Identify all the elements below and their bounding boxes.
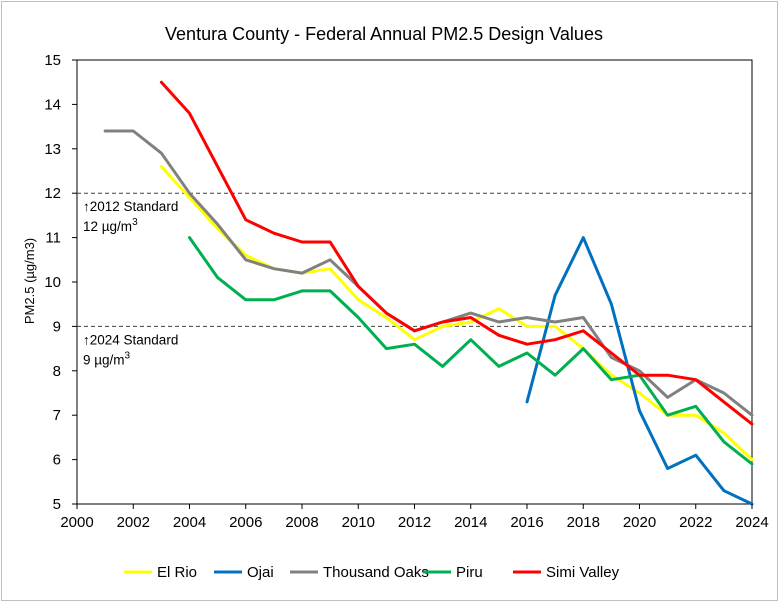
y-tick-label: 15 bbox=[44, 52, 61, 69]
legend-label: Ojai bbox=[247, 564, 274, 581]
series-layer bbox=[103, 80, 754, 506]
reference-label-12: ↑2012 Standard bbox=[83, 199, 178, 214]
x-tick-label: 2022 bbox=[679, 514, 712, 531]
y-tick-label: 11 bbox=[45, 230, 61, 247]
x-tick-label: 2012 bbox=[398, 514, 431, 531]
y-tick-label: 8 bbox=[53, 363, 61, 380]
series-line-thousand-oaks bbox=[103, 129, 754, 417]
plot-border bbox=[76, 59, 753, 505]
y-tick-label: 12 bbox=[44, 185, 61, 202]
legend: El Rio Ojai Thousand Oaks Piru Simi Valley bbox=[124, 564, 620, 581]
legend-item-simi-valley: Simi Valley bbox=[513, 564, 620, 581]
series-line-ojai bbox=[525, 236, 754, 506]
x-tick-label: 2010 bbox=[342, 514, 375, 531]
reference-unit-12: 12 µg/m3 bbox=[83, 217, 138, 234]
y-tick-label: 13 bbox=[44, 141, 61, 158]
y-tick-label: 10 bbox=[44, 274, 61, 291]
x-tick-label: 2020 bbox=[623, 514, 656, 531]
y-tick-label: 14 bbox=[44, 96, 61, 113]
legend-label: Piru bbox=[456, 564, 483, 581]
axes: 5 6 7 8 9 10 11 12 13 14 15 2000 2002 2004 2006 2008 201… bbox=[44, 52, 768, 531]
y-tick-label: 5 bbox=[53, 496, 61, 513]
x-tick-label: 2008 bbox=[285, 514, 318, 531]
x-tick-label: 2006 bbox=[229, 514, 262, 531]
x-tick-label: 2002 bbox=[117, 514, 150, 531]
y-axis-label: PM2.5 (µg/m3) bbox=[22, 238, 37, 324]
reference-unit-9: 9 µg/m3 bbox=[83, 350, 131, 367]
reference-label-9: ↑2024 Standard bbox=[83, 332, 178, 347]
reference-lines: ↑2012 Standard 12 µg/m3 ↑2024 Standard 9 µg… bbox=[77, 192, 752, 367]
y-tick-label: 6 bbox=[53, 452, 61, 469]
legend-label: El Rio bbox=[157, 564, 197, 581]
x-tick-label: 2024 bbox=[735, 514, 768, 531]
series-line-simi-valley bbox=[159, 80, 754, 426]
legend-item-piru: Piru bbox=[423, 564, 483, 581]
legend-item-thousand-oaks: Thousand Oaks bbox=[290, 564, 429, 581]
x-tick-label: 2014 bbox=[454, 514, 487, 531]
x-tick-label: 2000 bbox=[60, 514, 93, 531]
up-arrow-icon: ↑ bbox=[83, 199, 90, 214]
legend-item-el-rio: El Rio bbox=[124, 564, 197, 581]
legend-label: Thousand Oaks bbox=[323, 564, 429, 581]
chart-title: Ventura County - Federal Annual PM2.5 De… bbox=[165, 24, 603, 44]
series-line-el-rio bbox=[159, 165, 754, 462]
x-tick-label: 2018 bbox=[567, 514, 600, 531]
y-tick-label: 9 bbox=[53, 318, 61, 335]
x-tick-label: 2016 bbox=[510, 514, 543, 531]
x-tick-label: 2004 bbox=[173, 514, 206, 531]
series-line-piru bbox=[188, 236, 754, 466]
legend-label: Simi Valley bbox=[546, 564, 620, 581]
up-arrow-icon: ↑ bbox=[83, 332, 90, 347]
y-tick-label: 7 bbox=[53, 407, 61, 424]
legend-item-ojai: Ojai bbox=[214, 564, 274, 581]
plot-area bbox=[76, 59, 753, 505]
